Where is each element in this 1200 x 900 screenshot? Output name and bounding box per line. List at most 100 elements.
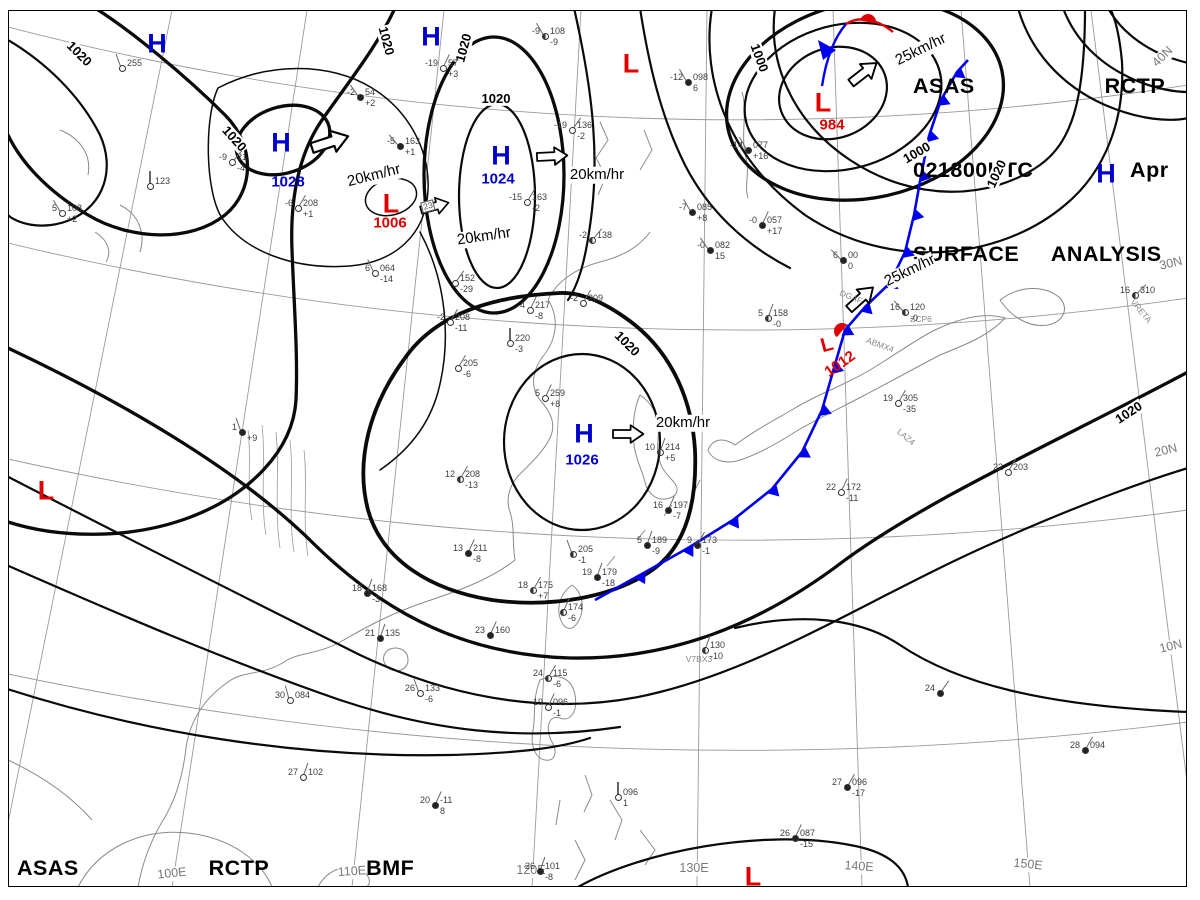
station-plot: 096 1 [586,781,650,818]
station-id-label: ABMX4 [864,335,896,355]
station-circle-icon [706,246,714,254]
station-value: -6 [568,612,577,623]
station-value: -4 [516,299,525,310]
station-circle-icon [396,142,404,150]
station-value: 28 [1069,739,1080,750]
station-plot: 20 -11 8 [403,790,467,826]
high-center-symbol: H [147,28,167,59]
station-plot: 16 197 -7 [636,495,700,531]
station-value: -19 [424,57,438,68]
station-value: -1 [553,707,562,718]
coastlines [8,91,1065,887]
station-plot: -2 208 -11 [418,308,482,343]
station-circle-icon [416,689,424,697]
station-plot: 174 -6 [531,597,595,633]
station-plot: 5 189 -9 [615,530,679,566]
station-circle-icon [464,549,472,557]
station-value: -6 [463,368,472,379]
low-center-symbol: L [622,48,640,79]
station-value: 00 [848,249,859,260]
station-value: +9 [247,432,258,443]
station-value: 197 [673,499,689,510]
station-value: 24 [532,667,543,678]
station-value: 211 [473,542,488,553]
station-value: +1 [303,208,314,219]
station-circle-icon [431,801,439,809]
station-value: 5 [51,202,57,213]
station-plot: -2 209 [551,289,615,324]
station-value: 16 [1119,284,1130,295]
station-circle-icon [1004,468,1012,476]
station-value: 208 [303,197,319,208]
station-value: 259 [550,387,566,398]
station-value: -8 [473,553,482,564]
station-value: -14 [380,273,394,284]
station-value: 130 [710,639,726,650]
station-value: -9 [218,151,227,162]
station-circle-icon [456,475,464,483]
station-plot: 26 133 -6 [388,678,452,714]
station-plot: -0 057 +17 [730,210,794,246]
station-circle-icon [744,146,752,154]
weather-fronts [594,14,969,602]
movement-speed-label: 20km/hr [655,413,711,432]
station-plot: -2 138 [560,227,624,261]
station-value: +5 [665,452,676,463]
station-value: 0 [848,260,854,271]
station-plot: 19 096 -1 [516,692,580,728]
map-border [8,10,1187,887]
station-value: 077 [753,139,769,150]
movement-arrow-icon [612,424,645,444]
station-value: 057 [767,214,783,225]
station-circle-icon [936,689,944,697]
station-circle-icon [839,256,847,264]
station-value: -10 [710,650,724,661]
low-center-symbol: L [37,475,55,506]
title-line: ASAS RCTP BMF [913,74,1165,98]
pressure-value: 1006 [373,214,407,232]
station-value: 220 [515,332,531,343]
movement-arrows [309,62,878,444]
station-circle-icon [529,586,537,594]
station-circle-icon [569,550,577,558]
station-id-label: LAZ4 [895,426,918,448]
high-center-symbol: H [271,127,291,158]
station-value: 094 [1090,739,1106,750]
station-value: 15 [715,250,726,261]
station-value: 208 [455,311,471,322]
station-value: 57 [448,57,459,68]
station-circle-icon [299,773,307,781]
station-value: +2 [67,213,78,224]
station-plot: 12 208 -13 [428,465,492,500]
station-circle-icon [451,279,459,287]
station-plot: 16 310 [1103,283,1167,316]
station-value: 6 [693,82,699,93]
station-plot: -4 217 -8 [498,295,562,331]
station-circle-icon [579,299,587,307]
warm-front-symbol [834,323,848,338]
station-circle-icon [146,182,154,190]
station-value: -15 [800,838,814,849]
station-circle-icon [58,209,66,217]
station-value: 24 [924,682,935,693]
station-circle-icon [286,696,294,704]
station-plot: 5 108 +2 [30,199,94,234]
pressure-value: 984 [819,116,845,134]
station-value: 209 [588,292,604,303]
station-value: -11 [455,322,468,333]
station-circle-icon [568,126,576,134]
station-circle-icon [446,318,454,326]
station-value: -2 [577,130,586,141]
station-value: -15 [508,191,522,202]
station-plot: -19 57 +3 [411,53,475,89]
station-plot: 27 096 -17 [815,773,879,808]
station-plot: -9 108 -9 [513,22,577,57]
station-value: 138 [597,229,613,240]
station-value: +8 [697,212,708,223]
station-value: -8 [535,310,544,321]
movement-arrow-icon [847,62,878,88]
station-circle-icon [688,208,696,216]
station-value: 21 [237,151,248,162]
station-circle-icon [684,78,692,86]
station-value: 133 [425,682,441,693]
